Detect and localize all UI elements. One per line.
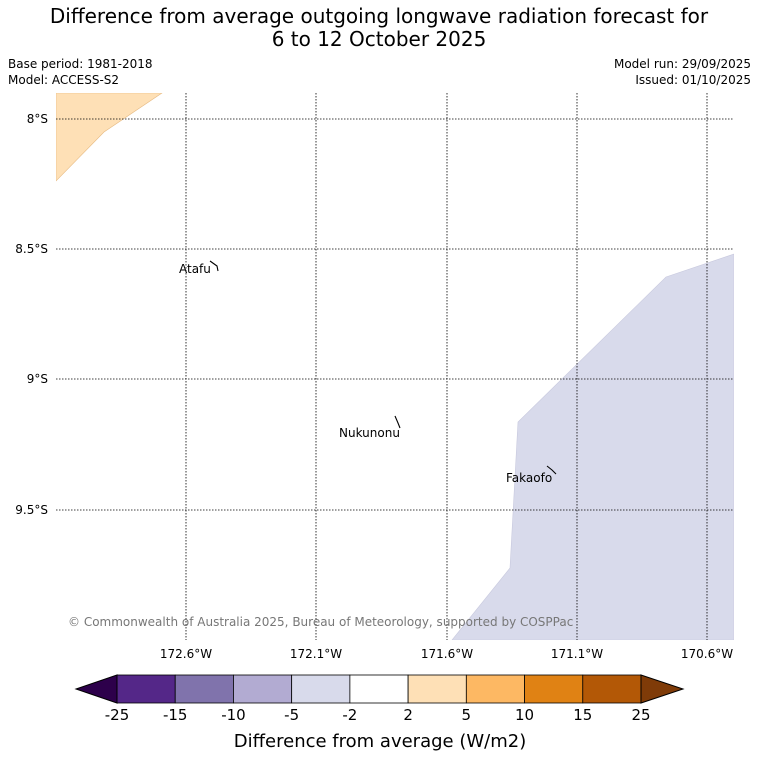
colorbar-box-8 (582, 674, 642, 704)
atafu-island (209, 260, 219, 272)
lon-label-170-6w: 170.6°W (681, 647, 733, 661)
lon-label-171-1w: 171.1°W (551, 647, 603, 661)
colorbar-tick-label: -2 (342, 706, 357, 724)
graticule (56, 93, 734, 640)
issued-text: Issued: 01/10/2025 (635, 73, 751, 87)
colorbar-box-1 (174, 674, 234, 704)
colorbar-tick-label: -15 (163, 706, 188, 724)
place-label-fakaofo: Fakaofo (506, 471, 552, 485)
model-text: Model: ACCESS-S2 (8, 73, 120, 87)
colorbar-tick-label: -25 (105, 706, 130, 724)
colorbar-boxes (116, 674, 642, 704)
islands (209, 260, 557, 475)
colorbar-box-4 (349, 674, 409, 704)
lat-label-8-5s: 8.5°S (15, 242, 48, 256)
colorbar-under-triangle (74, 674, 118, 704)
colorbar-over-triangle (640, 674, 685, 704)
colorbar-box-3 (291, 674, 351, 704)
colorbar-box-5 (407, 674, 467, 704)
colorbar-tick-label: 10 (515, 706, 534, 724)
lon-label-171-6w: 171.6°W (421, 647, 473, 661)
lon-label-172-1w: 172.1°W (290, 647, 342, 661)
meta-right: Model run: 29/09/2025 Issued: 01/10/2025 (614, 56, 751, 88)
place-label-nukunonu: Nukunonu (339, 426, 400, 440)
colorbar-box-7 (524, 674, 584, 704)
nukunonu-island (394, 415, 401, 429)
lat-label-9s: 9°S (27, 372, 48, 386)
fakaofo-island (546, 465, 557, 475)
colorbar-tick-label: -10 (221, 706, 246, 724)
negative-anomaly-region (451, 253, 734, 640)
colorbar-tick-label: 15 (573, 706, 592, 724)
lat-label-9-5s: 9.5°S (15, 503, 48, 517)
chart-title: Difference from average outgoing longwav… (0, 5, 758, 51)
copyright-text: © Commonwealth of Australia 2025, Bureau… (68, 615, 573, 629)
colorbar-tick-label: 2 (403, 706, 413, 724)
model-run-text: Model run: 29/09/2025 (613, 57, 751, 71)
colorbar-label: Difference from average (W/m2) (234, 731, 526, 752)
map-area[interactable]: Atafu Nukunonu Fakaofo © Commonwealth of… (56, 93, 734, 640)
meta-left: Base period: 1981-2018 Model: ACCESS-S2 (8, 56, 153, 88)
colorbar-tick-label: 5 (462, 706, 472, 724)
longitude-labels: 172.6°W 172.1°W 171.6°W 171.1°W 170.6°W (160, 647, 733, 661)
lon-label-172-6w: 172.6°W (160, 647, 212, 661)
title-line-2: 6 to 12 October 2025 (271, 27, 487, 51)
base-period-text: Base period: 1981-2018 (8, 57, 153, 71)
colorbar-tick-label: -5 (284, 706, 299, 724)
colorbar: -25 -15 -10 -5 -2 2 5 10 15 25 Difference from av… (74, 674, 685, 752)
colorbar-ticks: -25 -15 -10 -5 -2 2 5 10 15 25 (105, 706, 651, 724)
colorbar-box-0 (116, 674, 176, 704)
lat-label-8s: 8°S (27, 112, 48, 126)
positive-anomaly-region (56, 93, 163, 182)
colorbar-box-6 (465, 674, 525, 704)
title-line-1: Difference from average outgoing longwav… (49, 4, 709, 28)
colorbar-box-2 (233, 674, 293, 704)
latitude-labels: 8°S 8.5°S 9°S 9.5°S (15, 112, 48, 517)
colorbar-tick-label: 25 (631, 706, 650, 724)
place-label-atafu: Atafu (179, 262, 211, 276)
